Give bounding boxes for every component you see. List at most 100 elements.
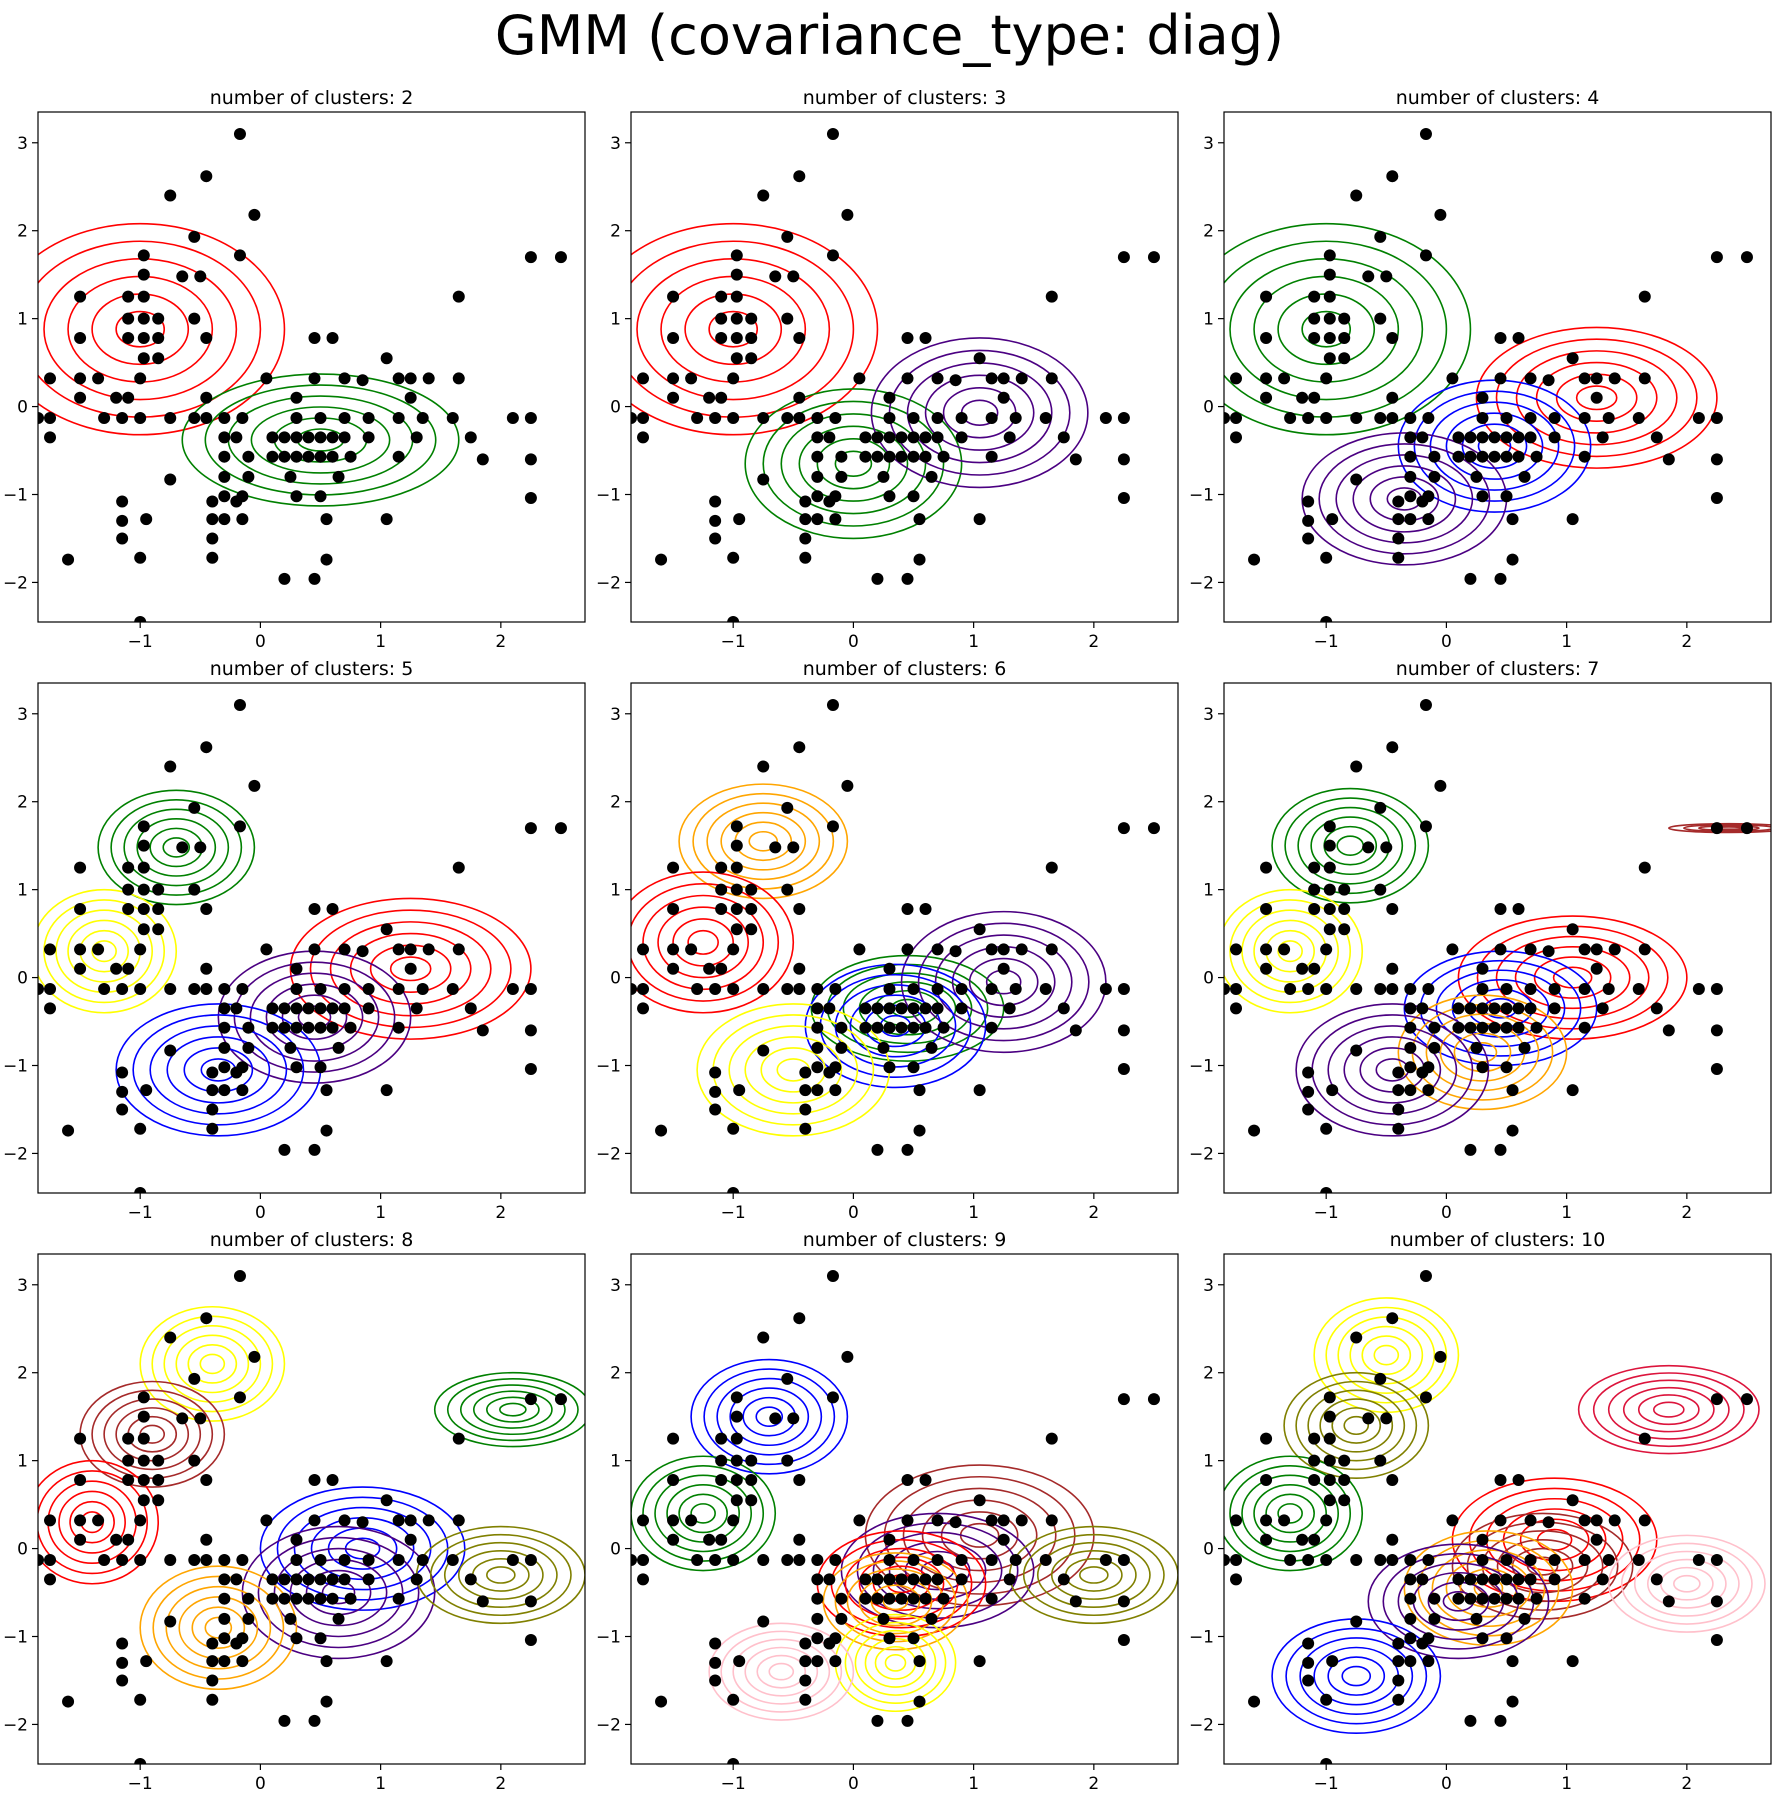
contour-yellow-level-1 [1373, 1344, 1400, 1366]
scatter-point [715, 1533, 728, 1546]
scatter-point [1323, 923, 1336, 936]
scatter-point [137, 820, 150, 833]
scatter-point [1476, 1554, 1489, 1566]
scatter-point [685, 943, 698, 956]
scatter-point [164, 412, 177, 424]
scatter-point [829, 1084, 842, 1097]
scatter-points [38, 127, 567, 622]
scatter-point [260, 1514, 273, 1527]
scatter-point [1428, 1021, 1441, 1034]
scatter-point [715, 1454, 728, 1467]
scatter-point [883, 450, 896, 463]
x-tick-label: 0 [255, 1203, 266, 1223]
scatter-point [1308, 902, 1321, 915]
scatter-point [290, 450, 303, 463]
scatter-point [1350, 473, 1363, 486]
contour-blue-level-1 [200, 1058, 237, 1082]
scatter-point [44, 1554, 57, 1566]
scatter-point [1548, 983, 1561, 995]
scatter-point [667, 372, 680, 385]
scatter-point [919, 450, 932, 463]
scatter-point [1464, 450, 1477, 463]
scatter-point [709, 1085, 722, 1098]
contour-blue-level-2 [742, 1396, 797, 1437]
scatter-point [901, 331, 914, 344]
contour-green-level-6 [631, 1455, 777, 1572]
contour-green-level-6 [433, 1371, 585, 1448]
scatter-point [631, 1554, 637, 1566]
scatter-point [715, 312, 728, 325]
scatter-point [320, 1124, 333, 1137]
scatter-point [1404, 1002, 1417, 1015]
scatter-point [1500, 490, 1513, 503]
scatter-point [1500, 1021, 1513, 1034]
contour-orange-level-3 [178, 1596, 259, 1660]
scatter-point [236, 1655, 249, 1668]
scatter-point [781, 1554, 794, 1566]
scatter-point [1326, 513, 1339, 526]
scatter-point [1386, 983, 1399, 995]
scatter-point [446, 1554, 459, 1566]
contour-pink-level-6 [1607, 1534, 1766, 1633]
scatter-point [1308, 861, 1321, 874]
scatter-point [137, 839, 150, 852]
contour-yellow-level-5 [712, 1014, 875, 1126]
scatter-point [901, 943, 914, 956]
scatter-point [134, 1758, 147, 1764]
scatter-point [206, 551, 219, 564]
scatter-point [667, 1432, 680, 1445]
scatter-point [1386, 412, 1399, 424]
scatter-point [116, 1554, 129, 1566]
contour-indigo-level-2 [968, 957, 1039, 1007]
scatter-point [667, 943, 680, 956]
scatter-point [1416, 431, 1429, 444]
scatter-point [826, 1269, 839, 1282]
scatter-point [811, 1655, 824, 1668]
scatter-point [506, 1554, 519, 1566]
scatter-point [1494, 1714, 1507, 1727]
scatter-point [709, 1674, 722, 1687]
scatter-point [793, 902, 806, 915]
x-tick-label: 0 [848, 632, 859, 652]
scatter-point [1147, 822, 1160, 835]
scatter-point [1260, 962, 1273, 975]
scatter-point [1506, 1124, 1519, 1137]
y-tick-label: 2 [610, 1364, 621, 1384]
scatter-point [907, 983, 920, 995]
scatter-point [1374, 1454, 1387, 1467]
scatter-point [835, 1041, 848, 1054]
x-tick-label: 0 [848, 1774, 859, 1794]
scatter-point [1323, 902, 1336, 915]
scatter-point [74, 331, 87, 344]
scatter-point [1590, 391, 1603, 404]
contour-indigo-level-6 [1301, 432, 1508, 566]
scatter-point [1524, 372, 1537, 385]
scatter-point [877, 470, 890, 483]
contour-green-level-3 [666, 1484, 740, 1543]
scatter-point [781, 312, 794, 325]
contour-red-level-5 [38, 240, 262, 418]
scatter-point [1117, 1024, 1130, 1037]
contour-orange-level-4 [706, 802, 821, 881]
contour-yellow-level-4 [1337, 1316, 1436, 1395]
scatter-point [1422, 513, 1435, 526]
x-tick-label: 1 [375, 1774, 386, 1794]
scatter-point [913, 553, 926, 566]
contour-red-level-4 [47, 1480, 137, 1565]
scatter-point [727, 983, 740, 995]
scatter-point [667, 290, 680, 303]
x-tick-label: −1 [128, 1774, 153, 1794]
x-tick-label: −1 [128, 1203, 153, 1223]
contour-olive-level-5 [1295, 1380, 1418, 1471]
scatter-point [218, 1041, 231, 1054]
scatter-point [1323, 1432, 1336, 1445]
scatter-point [1230, 431, 1243, 444]
scatter-point [242, 1612, 255, 1625]
scatter-point [829, 513, 842, 526]
scatter-point [233, 1391, 246, 1404]
x-tick-label: 0 [848, 1203, 859, 1223]
scatter-point [302, 450, 315, 463]
scatter-point [1476, 431, 1489, 444]
scatter-point [793, 1554, 806, 1566]
